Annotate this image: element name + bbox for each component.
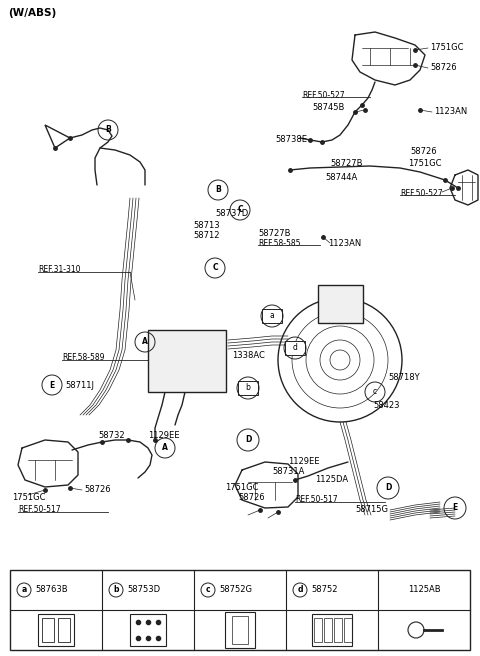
Text: 58712: 58712 <box>193 232 219 241</box>
Text: REF.50-517: REF.50-517 <box>18 506 60 514</box>
Text: 58745B: 58745B <box>312 102 344 112</box>
Text: 1129EE: 1129EE <box>148 430 180 440</box>
Text: 1751GC: 1751GC <box>408 159 442 167</box>
Text: 58726: 58726 <box>84 485 110 495</box>
FancyBboxPatch shape <box>232 616 248 644</box>
Text: 58727B: 58727B <box>330 159 362 167</box>
FancyBboxPatch shape <box>262 309 282 323</box>
Text: E: E <box>452 504 457 512</box>
Text: 58737D: 58737D <box>215 209 248 218</box>
Text: 58763B: 58763B <box>35 586 68 594</box>
FancyBboxPatch shape <box>148 330 226 392</box>
Text: 58752: 58752 <box>311 586 337 594</box>
FancyBboxPatch shape <box>238 381 258 395</box>
Text: REF.50-527: REF.50-527 <box>400 188 443 197</box>
Text: 1751GC: 1751GC <box>430 43 464 52</box>
Text: a: a <box>270 312 275 321</box>
Text: 1751GC: 1751GC <box>225 483 259 491</box>
Text: 58715G: 58715G <box>355 506 388 514</box>
Text: 1125AB: 1125AB <box>408 586 440 594</box>
Text: D: D <box>385 483 391 493</box>
Text: c: c <box>206 586 210 594</box>
Text: 1751GC: 1751GC <box>12 493 46 501</box>
Text: REF.58-589: REF.58-589 <box>62 354 105 363</box>
Text: 58752G: 58752G <box>219 586 252 594</box>
Text: A: A <box>142 337 148 346</box>
Text: 1338AC: 1338AC <box>232 352 265 361</box>
Text: 58726: 58726 <box>430 64 456 73</box>
Text: REF.31-310: REF.31-310 <box>38 266 81 274</box>
Text: A: A <box>162 443 168 453</box>
Text: 58727B: 58727B <box>258 228 290 237</box>
Text: REF.50-517: REF.50-517 <box>295 495 337 504</box>
Text: 58726: 58726 <box>410 148 437 157</box>
Text: 58711J: 58711J <box>65 380 94 390</box>
Text: 58732: 58732 <box>98 430 125 440</box>
Text: 58423: 58423 <box>373 401 399 409</box>
Text: REF.58-585: REF.58-585 <box>258 239 300 247</box>
Text: 58753D: 58753D <box>127 586 160 594</box>
Text: b: b <box>246 384 251 392</box>
Text: E: E <box>49 380 55 390</box>
Text: 1125DA: 1125DA <box>315 476 348 485</box>
Text: D: D <box>245 436 251 445</box>
Text: d: d <box>293 344 298 352</box>
Text: (W/ABS): (W/ABS) <box>8 8 56 18</box>
Text: d: d <box>297 586 303 594</box>
Text: B: B <box>105 125 111 134</box>
Text: 58738E: 58738E <box>275 136 307 144</box>
Text: B: B <box>215 186 221 194</box>
Text: 58713: 58713 <box>193 220 220 230</box>
Text: C: C <box>237 205 243 215</box>
Text: 58718Y: 58718Y <box>388 373 420 382</box>
FancyBboxPatch shape <box>318 285 363 323</box>
Text: 1129EE: 1129EE <box>288 457 320 466</box>
FancyBboxPatch shape <box>285 341 305 355</box>
Text: 1123AN: 1123AN <box>434 108 467 117</box>
Text: a: a <box>22 586 26 594</box>
Text: 58731A: 58731A <box>272 468 304 476</box>
Text: 58726: 58726 <box>238 493 264 502</box>
Text: REF.50-527: REF.50-527 <box>302 91 345 100</box>
Text: c: c <box>373 388 377 396</box>
Text: 58744A: 58744A <box>325 173 357 182</box>
Text: C: C <box>212 264 218 272</box>
Text: 1123AN: 1123AN <box>328 239 361 247</box>
Text: b: b <box>113 586 119 594</box>
